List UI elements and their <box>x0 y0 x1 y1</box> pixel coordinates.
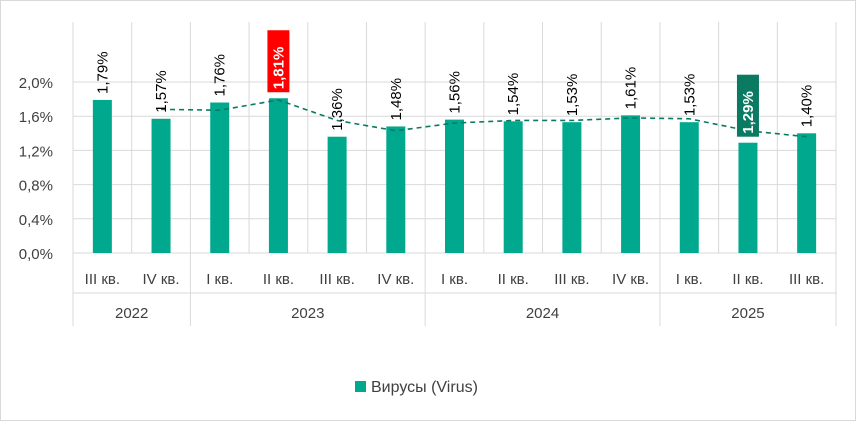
x-tick-label: I кв. <box>206 271 233 288</box>
y-tick-label: 2,0% <box>19 75 53 92</box>
x-group-label: 2025 <box>731 305 764 322</box>
bar <box>562 122 582 253</box>
x-group-label: 2023 <box>291 305 324 322</box>
x-tick-label: IV кв. <box>377 271 414 288</box>
data-label-highlight <box>267 30 290 93</box>
data-label: 1,36% <box>329 88 346 131</box>
x-group-label: 2024 <box>526 305 559 322</box>
data-label: 1,29% <box>740 91 757 134</box>
trendline-path <box>161 99 807 138</box>
bar <box>386 126 406 253</box>
data-label: 1,48% <box>388 78 405 121</box>
bar <box>738 142 758 253</box>
x-tick-label: II кв. <box>498 271 529 288</box>
bar <box>679 122 699 253</box>
bar <box>210 102 230 254</box>
y-tick-label: 0,0% <box>19 246 53 263</box>
data-label: 1,53% <box>564 74 581 117</box>
y-tick-label: 0,8% <box>19 178 53 195</box>
x-axis: III кв. IV кв. I кв. II кв. III кв. IV кв. I к… <box>72 253 837 326</box>
bar <box>503 121 523 253</box>
x-group-label: 2022 <box>115 305 148 322</box>
bar <box>797 133 817 253</box>
x-tick-label: III кв. <box>554 271 589 288</box>
x-tick-label: III кв. <box>789 271 824 288</box>
trendline <box>161 99 807 138</box>
y-tick-label: 1,2% <box>19 143 53 160</box>
x-tick-label: IV кв. <box>612 271 649 288</box>
data-label: 1,54% <box>505 73 522 116</box>
x-tick-label: III кв. <box>319 271 354 288</box>
y-tick-label: 0,4% <box>19 212 53 229</box>
gridlines <box>72 22 837 254</box>
x-tick-label: I кв. <box>676 271 703 288</box>
bar <box>92 99 112 253</box>
bar <box>151 118 171 253</box>
data-label: 1,40% <box>799 85 816 128</box>
bars <box>92 98 817 254</box>
x-tick-label: II кв. <box>263 271 294 288</box>
bar <box>327 136 347 253</box>
data-label: 1,79% <box>94 51 111 94</box>
data-label: 1,76% <box>212 54 229 97</box>
data-label: 1,81% <box>270 47 287 90</box>
bar <box>268 98 288 254</box>
legend: Вирусы (Virus) <box>355 379 478 396</box>
x-tick-label: I кв. <box>441 271 468 288</box>
data-label-highlight <box>736 74 759 137</box>
y-tick-label: 1,6% <box>19 109 53 126</box>
data-label: 1,61% <box>623 67 640 110</box>
legend-swatch <box>355 381 366 392</box>
data-label: 1,56% <box>447 71 464 114</box>
x-tick-label: IV кв. <box>143 271 180 288</box>
bar <box>445 119 464 254</box>
bar <box>621 115 641 253</box>
y-axis: 0,0% 0,4% 0,8% 1,2% 1,6% 2,0% <box>19 75 53 263</box>
data-label: 1,53% <box>681 74 698 117</box>
legend-label: Вирусы (Virus) <box>371 379 478 396</box>
x-tick-label: III кв. <box>85 271 120 288</box>
data-label: 1,57% <box>153 70 170 113</box>
data-labels: 1,79% 1,57% 1,76% 1,81% 1,36% 1,48% 1,56% 1,54%… <box>94 30 816 137</box>
x-tick-label: II кв. <box>732 271 763 288</box>
